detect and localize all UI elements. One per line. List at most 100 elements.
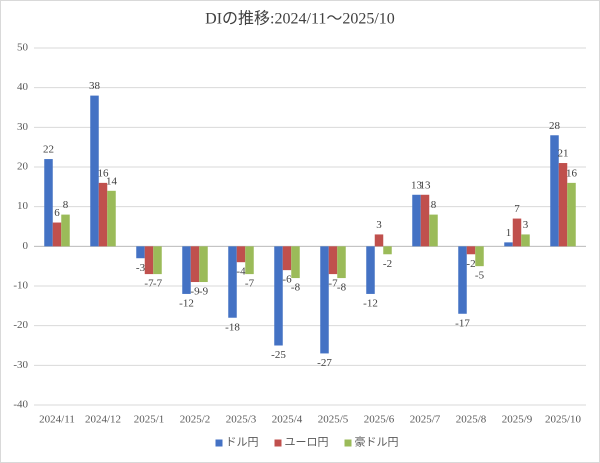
data-label: -18	[225, 321, 240, 333]
data-label: -5	[475, 270, 485, 282]
data-label: 21	[558, 148, 569, 160]
bar	[274, 246, 283, 346]
data-label: -8	[337, 282, 347, 294]
bar	[136, 246, 145, 259]
x-tick-label: 2025/3	[226, 414, 257, 426]
bar	[228, 246, 237, 318]
bar	[383, 246, 392, 255]
bar	[429, 214, 438, 247]
x-tick-label: 2025/5	[318, 414, 349, 426]
legend-label: 豪ドル円	[355, 435, 399, 449]
data-label: 8	[63, 199, 69, 211]
data-label: 6	[54, 207, 60, 219]
data-label: -8	[291, 282, 301, 294]
bar	[52, 222, 62, 247]
y-tick-label: 10	[17, 200, 29, 212]
data-label: -2	[466, 258, 475, 270]
bar	[550, 135, 559, 247]
y-tick-label: 50	[17, 42, 29, 54]
data-label: 16	[98, 167, 110, 179]
data-label: 7	[514, 203, 520, 215]
data-label: -12	[179, 297, 194, 309]
bar	[466, 246, 476, 255]
data-label: -7	[328, 278, 338, 290]
data-label: -12	[363, 297, 378, 309]
y-tick-label: 40	[17, 81, 29, 93]
data-label: -9	[199, 286, 209, 298]
bar	[182, 246, 191, 294]
data-label: 3	[376, 219, 382, 231]
bar	[475, 246, 484, 267]
data-label: -6	[282, 274, 292, 286]
data-label: -3	[136, 262, 146, 274]
bar	[190, 246, 200, 283]
bar	[291, 246, 300, 279]
x-tick-label: 2025/10	[545, 414, 582, 426]
data-label: 14	[106, 175, 118, 187]
data-label: -2	[383, 258, 392, 270]
bar	[374, 234, 384, 247]
y-tick-label: -20	[13, 319, 28, 331]
x-tick-label: 2025/2	[180, 414, 211, 426]
bar	[245, 246, 254, 275]
x-tick-label: 2025/9	[502, 414, 533, 426]
data-label: -4	[236, 266, 246, 278]
x-tick-label: 2024/12	[85, 414, 121, 426]
data-label: -7	[245, 278, 255, 290]
x-tick-label: 2024/11	[39, 414, 75, 426]
x-tick-label: 2025/6	[364, 414, 395, 426]
data-label: 16	[566, 167, 578, 179]
legend-label: ユーロ円	[285, 437, 329, 449]
x-tick-label: 2025/8	[456, 414, 487, 426]
y-tick-label: -30	[13, 359, 28, 371]
data-label: -17	[455, 317, 470, 329]
data-label: -7	[153, 278, 163, 290]
x-tick-label: 2025/1	[134, 414, 165, 426]
bar	[366, 246, 375, 294]
bar	[107, 190, 116, 247]
x-tick-label: 2025/4	[272, 414, 303, 426]
y-tick-label: 0	[23, 240, 29, 252]
y-tick-label: 30	[17, 121, 29, 133]
bar	[567, 182, 576, 247]
data-label: -25	[271, 349, 286, 361]
bar	[153, 246, 162, 275]
data-label: 3	[523, 219, 529, 231]
data-label: -27	[317, 357, 332, 369]
bar	[412, 194, 421, 247]
x-tick-label: 2025/7	[410, 414, 441, 426]
bar	[44, 159, 53, 247]
bar	[282, 246, 292, 271]
bar	[90, 95, 99, 247]
bar	[512, 218, 522, 247]
data-label: 8	[431, 199, 437, 211]
bar	[61, 214, 70, 247]
data-label: -9	[190, 286, 200, 298]
bar	[558, 163, 568, 247]
bar	[521, 234, 530, 247]
bar	[420, 194, 430, 247]
y-tick-label: -40	[13, 399, 28, 411]
data-label: 13	[411, 179, 423, 191]
bar	[98, 182, 108, 247]
chart-title: DIの推移:2024/11～2025/10	[205, 10, 395, 28]
legend-swatch	[274, 439, 282, 447]
legend-swatch	[344, 439, 352, 447]
data-label: 38	[89, 80, 101, 92]
y-tick-label: 20	[17, 161, 29, 173]
bar	[504, 242, 513, 247]
data-label: 22	[43, 144, 54, 156]
legend-swatch	[215, 439, 223, 447]
bar	[199, 246, 208, 283]
bar	[320, 246, 329, 354]
data-label: -7	[144, 278, 154, 290]
bar	[337, 246, 346, 279]
data-label: 13	[420, 179, 432, 191]
bar	[458, 246, 467, 314]
bar	[328, 246, 338, 275]
y-tick-label: -10	[13, 280, 28, 292]
data-label: 1	[506, 227, 512, 239]
bar	[144, 246, 154, 275]
bar	[236, 246, 246, 263]
